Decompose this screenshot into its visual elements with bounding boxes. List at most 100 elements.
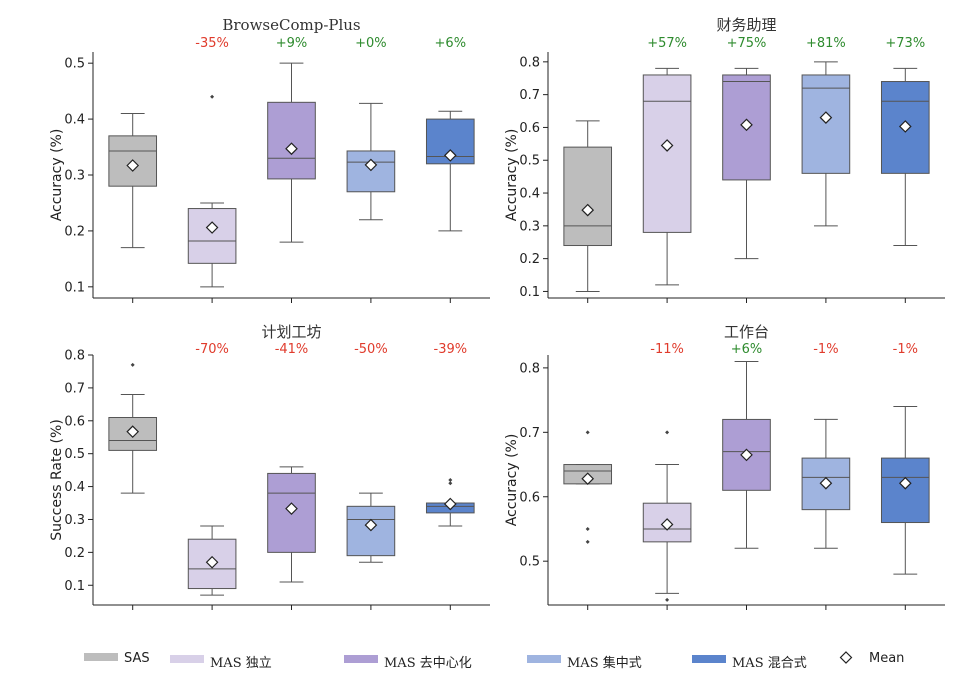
outlier-point (665, 597, 670, 602)
y-tick-label: 0.3 (519, 219, 540, 234)
legend-swatch-mas-centralized (527, 655, 561, 663)
outlier-point (585, 539, 590, 544)
box-sas (108, 362, 158, 610)
legend-label-mas-hybrid: MAS 混合式 (732, 656, 807, 671)
y-tick-label: 0.6 (519, 121, 540, 136)
outlier-point (585, 526, 590, 531)
y-tick-label: 0.2 (519, 252, 540, 267)
legend-label-mas-decentralized: MAS 去中心化 (384, 656, 472, 671)
y-axis-label: Accuracy (%) (504, 129, 520, 222)
delta-label: -41% (275, 342, 309, 357)
delta-label: +0% (355, 36, 387, 51)
chart-title: 工作台 (724, 323, 769, 341)
delta-label: -70% (195, 342, 229, 357)
delta-label: +75% (727, 36, 767, 51)
delta-label: -39% (434, 342, 468, 357)
y-tick-label: 0.3 (64, 513, 85, 528)
box-iqr (187, 208, 237, 264)
mean-marker (126, 159, 140, 172)
y-tick-label: 0.4 (64, 480, 85, 495)
delta-label: +81% (806, 36, 846, 51)
y-axis-label: Success Rate (%) (49, 419, 65, 541)
box-iqr (563, 146, 613, 247)
box-iqr (801, 74, 851, 174)
box-iqr (267, 101, 316, 180)
chart-title: 计划工坊 (261, 323, 321, 341)
y-tick-label: 0.7 (519, 88, 540, 103)
y-tick-label: 0.4 (64, 113, 85, 128)
outlier-point (585, 430, 590, 435)
mean-marker (740, 118, 753, 132)
y-tick-label: 0.5 (519, 555, 540, 570)
mean-marker (581, 203, 595, 217)
box-iqr (642, 74, 692, 233)
delta-label: +73% (885, 36, 925, 51)
chart-panels: 0.1 0.2 0.3 0.4 0.5 BrowseComp-Plus Accuracy (… (49, 16, 945, 610)
y-tick-label: 0.6 (64, 414, 85, 429)
legend-label-mas-independent: MAS 独立 (210, 656, 272, 671)
mean-marker (819, 111, 833, 124)
box-mas-centralized: +0% (346, 36, 396, 303)
mean-marker (364, 158, 378, 172)
y-tick-label: 0.5 (519, 154, 540, 169)
chart-panel-1: 0.1 0.2 0.3 0.4 0.5 BrowseComp-Plus Accuracy (… (49, 16, 490, 303)
y-tick-label: 0.5 (64, 447, 85, 462)
box-mas-hybrid: +73% (880, 36, 930, 303)
y-axis-label: Accuracy (%) (504, 434, 520, 527)
chart-panel-3: 0.1 0.2 0.3 0.4 0.5 0.6 0.7 0.8 计划工坊 Success Rate… (49, 323, 490, 610)
y-tick-label: 0.8 (519, 55, 540, 70)
mean-marker (581, 472, 595, 486)
mean-marker (205, 555, 219, 569)
y-tick-label: 0.1 (64, 579, 85, 594)
delta-label: +6% (731, 342, 763, 357)
box-mas-decentralized: +9% (267, 36, 316, 303)
box-mas-hybrid: -39% (425, 342, 475, 610)
y-tick-label: 0.2 (64, 546, 85, 561)
mean-marker (443, 149, 457, 162)
legend-swatch-mas-independent (170, 655, 204, 663)
y-tick-label: 0.7 (64, 381, 85, 396)
chart-title: 财务助理 (716, 16, 776, 34)
y-tick-label: 0.8 (519, 361, 540, 376)
box-mas-independent: -35% (187, 36, 237, 303)
delta-label: +57% (647, 36, 687, 51)
box-mas-centralized: +81% (801, 36, 851, 303)
mean-marker (285, 502, 298, 515)
box-sas (563, 430, 613, 610)
outlier-point (210, 94, 215, 99)
legend-label-mean: Mean (869, 651, 904, 666)
mean-marker (898, 476, 912, 490)
delta-label: -1% (813, 342, 838, 357)
y-tick-label: 0.3 (64, 169, 85, 184)
mean-marker (126, 425, 140, 438)
mean-marker (740, 448, 753, 462)
mean-marker (443, 497, 457, 511)
box-mas-independent: -70% (187, 342, 237, 610)
y-tick-label: 0.7 (519, 426, 540, 441)
box-mas-hybrid: -1% (880, 342, 930, 610)
outlier-point (448, 478, 453, 482)
delta-label: +9% (276, 36, 308, 51)
y-tick-label: 0.8 (64, 349, 85, 364)
box-mas-independent: -11% (642, 342, 692, 610)
y-tick-label: 0.5 (64, 57, 85, 72)
legend-label-sas: SAS (124, 651, 150, 666)
box-sas (108, 113, 158, 303)
delta-label: -1% (893, 342, 918, 357)
legend-label-mas-centralized: MAS 集中式 (567, 655, 642, 671)
box-mas-centralized: -50% (346, 342, 396, 610)
y-tick-label: 0.6 (519, 490, 540, 505)
outlier-point (665, 430, 670, 435)
mean-marker (285, 142, 298, 156)
box-mas-independent: +57% (642, 36, 692, 303)
mean-marker (819, 476, 833, 490)
box-mas-decentralized: -41% (267, 342, 316, 610)
delta-label: -35% (195, 36, 229, 51)
box-iqr (880, 457, 930, 524)
chart-panel-2: 0.1 0.2 0.3 0.4 0.5 0.6 0.7 0.8 财务助理 Accuracy (%)… (504, 16, 945, 303)
legend: SAS MAS 独立 MAS 去中心化 MAS 集中式 MAS 混合式 Mean (84, 651, 904, 671)
chart-panel-4: 0.5 0.6 0.7 0.8 工作台 Accuracy (%) -11% +6% -1% -1% (504, 323, 945, 610)
delta-label: -50% (354, 342, 388, 357)
y-tick-label: 0.1 (64, 280, 85, 295)
